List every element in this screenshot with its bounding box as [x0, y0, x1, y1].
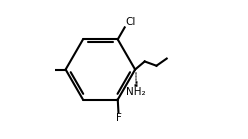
Text: F: F — [116, 113, 121, 123]
Text: NH₂: NH₂ — [126, 87, 146, 97]
Text: Cl: Cl — [125, 17, 136, 27]
